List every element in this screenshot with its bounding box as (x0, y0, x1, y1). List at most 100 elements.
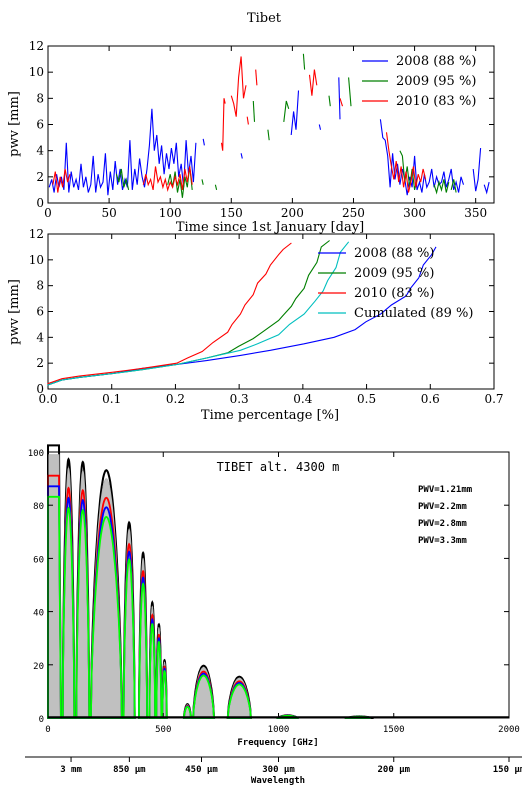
legend-label: 2008 (88 %) (354, 246, 434, 261)
y-tick-label: 10 (29, 253, 44, 267)
x-tick-label: 0.6 (421, 392, 440, 406)
x-tick-label: 350 (464, 206, 487, 220)
chart-title: TIBET alt. 4300 m (217, 460, 340, 474)
x-tick-label: 0 (44, 206, 52, 220)
y-tick-label: 80 (33, 502, 44, 512)
legend-label: 2008 (88 %) (396, 54, 476, 69)
legend-label: PWV=1.21mm (418, 485, 473, 495)
series-segment (201, 179, 204, 185)
x-tick-labels: 0 50 100 150 200 250 300 350 (44, 206, 487, 220)
series-segment (246, 116, 249, 125)
series-segment (267, 129, 270, 141)
x-tick-label: 0.7 (484, 392, 503, 406)
plot-frame (47, 45, 495, 204)
legend-label: PWV=2.2mm (418, 502, 467, 512)
legend: 2008 (88 %) 2009 (95 %) 2010 (83 %) (362, 54, 476, 109)
series-segment (399, 150, 418, 191)
y-tick-label: 0 (36, 196, 44, 210)
y-tick-label: 0 (39, 715, 44, 725)
window-area (148, 622, 157, 719)
y-tick-labels: 0 2 4 6 8 10 12 (29, 227, 45, 396)
legend-label: PWV=3.3mm (418, 536, 467, 546)
wavelength-ticks: 3 mm 850 µm 450 µm 300 µm 200 µm 150 µm (60, 757, 522, 775)
y-tick-label: 60 (33, 555, 44, 565)
series-segment (202, 138, 205, 146)
x-tick-label: 250 (342, 206, 365, 220)
series-segment (214, 184, 218, 191)
series-segment (379, 119, 465, 196)
series-segment (255, 69, 258, 86)
series-segment (220, 98, 226, 151)
tick-marks (47, 233, 495, 390)
series-segment (483, 181, 490, 195)
series-segment (328, 95, 331, 107)
series-segment (52, 168, 71, 193)
window-area (155, 640, 163, 719)
window-envelope (47, 444, 62, 719)
window-area (183, 705, 192, 719)
series-segment (290, 90, 300, 136)
wavelength-tick-label: 3 mm (60, 765, 82, 775)
x-tick-label: 500 (155, 725, 171, 735)
chart-pwv-cumulative: 0.0 0.1 0.2 0.3 0.4 0.5 0.6 0.7 0 2 4 6 8 10 12 Time … (7, 227, 504, 423)
y-tick-label: 8 (36, 91, 44, 105)
window-area (89, 515, 123, 719)
window-area (61, 506, 76, 719)
series-segment (115, 168, 130, 191)
series-segment (433, 179, 450, 195)
y-tick-label: 0 (36, 382, 44, 396)
series-line (47, 241, 350, 386)
chart-transmission-spectrum: 0 500 1000 1500 2000 0 20 40 60 80 100 TIBET alt.… (25, 444, 522, 786)
wavelength-tick-label: 300 µm (262, 765, 295, 775)
y-tick-label: 40 (33, 609, 44, 619)
y-tick-labels: 0 20 40 60 80 100 (28, 449, 44, 725)
series-lines (47, 240, 437, 386)
y-tick-label: 12 (29, 39, 44, 53)
wavelength-tick-label: 150 µm (493, 765, 522, 775)
x-axis-label: Time since 1st January [day] (176, 220, 364, 235)
window-area (161, 669, 168, 719)
x-tick-label: 100 (159, 206, 182, 220)
legend: 2008 (88 %) 2009 (95 %) 2010 (83 %) Cumulat… (318, 246, 473, 321)
y-axis-label: pwv [mm] (7, 91, 22, 157)
chart-pwv-vs-day: Tibet 0 50 100 150 200 250 300 350 0 2 4 6 8 10 12 Ti… (7, 11, 495, 235)
legend-label: Cumulated (89 %) (354, 306, 473, 321)
window-area (47, 454, 62, 719)
x-tick-label: 0.3 (230, 392, 249, 406)
x-tick-label: 1500 (383, 725, 405, 735)
series-segment (318, 124, 322, 130)
tick-marks (47, 45, 494, 204)
y-tick-labels: 0 2 4 6 8 10 12 (29, 39, 45, 210)
legend-label: PWV=2.8mm (418, 519, 467, 529)
x-tick-label: 0.2 (166, 392, 185, 406)
y-tick-label: 10 (29, 65, 44, 79)
x-axis-label: Frequency [GHz] (237, 738, 318, 748)
y-axis-label: pwv [mm] (7, 279, 22, 345)
legend-label: 2010 (83 %) (354, 286, 434, 301)
x-tick-label: 0.4 (293, 392, 312, 406)
x-tick-label: 200 (281, 206, 304, 220)
y-tick-label: 6 (36, 305, 44, 319)
series-segment (348, 77, 352, 107)
y-tick-label: 20 (33, 662, 44, 672)
series-segment (230, 56, 247, 117)
window-area (138, 582, 149, 719)
x-axis-label: Time percentage [%] (201, 408, 339, 423)
series-segment (252, 100, 256, 122)
wavelength-tick-label: 200 µm (377, 765, 410, 775)
x-tick-label: 2000 (498, 725, 520, 735)
series-segment (450, 179, 457, 193)
x-tick-label: 50 (101, 206, 116, 220)
x-tick-label: 0.0 (38, 392, 57, 406)
y-tick-label: 8 (36, 279, 44, 293)
series-segment (48, 108, 197, 196)
series-segment (283, 100, 290, 122)
series-segment (472, 148, 482, 192)
series-segment (338, 77, 341, 120)
x-tick-label: 0.1 (102, 392, 121, 406)
series-segment (385, 132, 427, 193)
wavelength-tick-label: 450 µm (185, 765, 218, 775)
series-segment (142, 166, 193, 192)
y-tick-label: 6 (36, 118, 44, 132)
window-area (226, 683, 252, 719)
